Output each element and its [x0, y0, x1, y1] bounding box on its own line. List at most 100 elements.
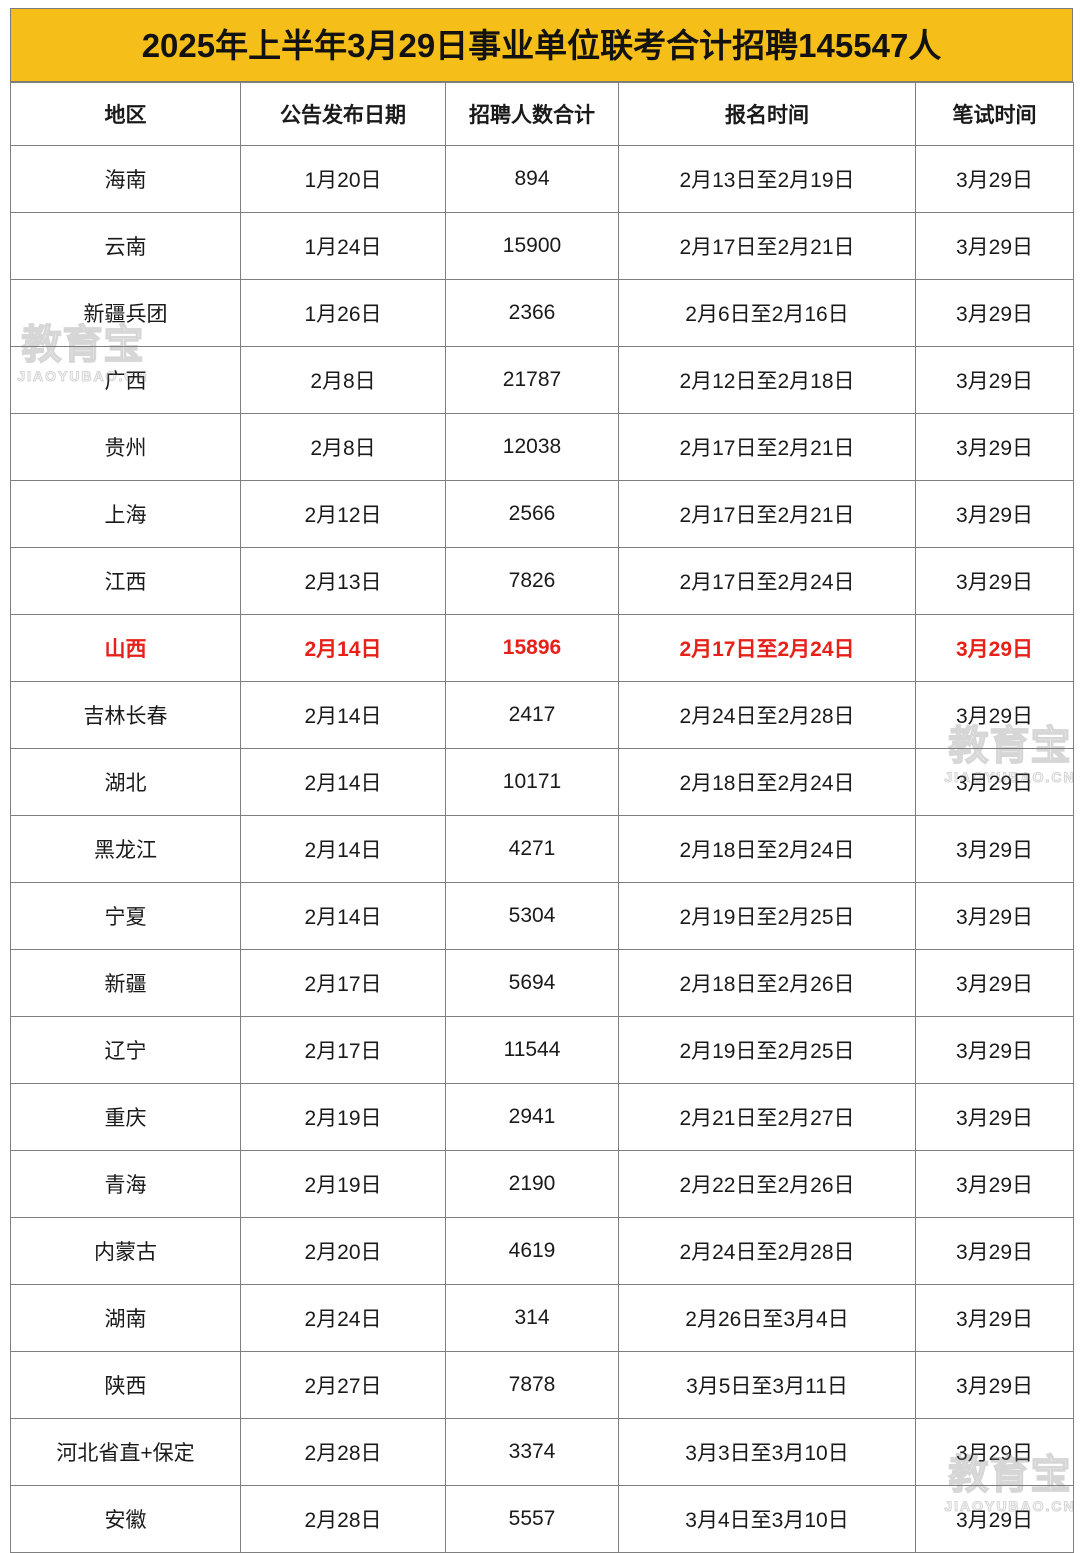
table-row: 吉林长春 2月14日 2417 2月24日至2月28日 3月29日 [10, 681, 1074, 749]
table-row: 新疆 2月17日 5694 2月18日至2月26日 3月29日 [10, 949, 1074, 1017]
cell-exam-date: 3月29日 [915, 949, 1074, 1017]
cell-signup-period: 2月12日至2月18日 [618, 346, 916, 414]
cell-region: 内蒙古 [10, 1217, 241, 1285]
cell-count: 4271 [445, 815, 619, 883]
cell-signup-period: 2月19日至2月25日 [618, 882, 916, 950]
cell-signup-period: 2月17日至2月21日 [618, 480, 916, 548]
page-title: 2025年上半年3月29日事业单位联考合计招聘145547人 [141, 26, 942, 64]
cell-region: 湖南 [10, 1284, 241, 1352]
cell-publish-date: 2月14日 [240, 815, 446, 883]
cell-signup-period: 2月19日至2月25日 [618, 1016, 916, 1084]
cell-exam-date: 3月29日 [915, 1150, 1074, 1218]
cell-signup-period: 3月3日至3月10日 [618, 1418, 916, 1486]
table-row: 广西 2月8日 21787 2月12日至2月18日 3月29日 [10, 346, 1074, 414]
table-row: 辽宁 2月17日 11544 2月19日至2月25日 3月29日 [10, 1016, 1074, 1084]
table-row: 上海 2月12日 2566 2月17日至2月21日 3月29日 [10, 480, 1074, 548]
table-row: 山西 2月14日 15896 2月17日至2月24日 3月29日 [10, 614, 1074, 682]
column-header-publish-date: 公告发布日期 [240, 82, 446, 146]
column-header-signup: 报名时间 [618, 82, 916, 146]
table-row: 青海 2月19日 2190 2月22日至2月26日 3月29日 [10, 1150, 1074, 1218]
cell-region: 云南 [10, 212, 241, 280]
cell-exam-date: 3月29日 [915, 681, 1074, 749]
cell-count: 5304 [445, 882, 619, 950]
cell-signup-period: 2月24日至2月28日 [618, 681, 916, 749]
cell-exam-date: 3月29日 [915, 815, 1074, 883]
cell-publish-date: 2月14日 [240, 614, 446, 682]
cell-publish-date: 2月8日 [240, 413, 446, 481]
cell-count: 21787 [445, 346, 619, 414]
cell-count: 2417 [445, 681, 619, 749]
cell-publish-date: 2月20日 [240, 1217, 446, 1285]
table-row: 河北省直+保定 2月28日 3374 3月3日至3月10日 3月29日 [10, 1418, 1074, 1486]
cell-count: 15900 [445, 212, 619, 280]
cell-exam-date: 3月29日 [915, 1284, 1074, 1352]
cell-publish-date: 2月13日 [240, 547, 446, 615]
table-row: 江西 2月13日 7826 2月17日至2月24日 3月29日 [10, 547, 1074, 615]
cell-publish-date: 1月26日 [240, 279, 446, 347]
table-row: 新疆兵团 1月26日 2366 2月6日至2月16日 3月29日 [10, 279, 1074, 347]
cell-region: 海南 [10, 145, 241, 213]
cell-publish-date: 1月20日 [240, 145, 446, 213]
cell-region: 湖北 [10, 748, 241, 816]
cell-region: 吉林长春 [10, 681, 241, 749]
cell-count: 11544 [445, 1016, 619, 1084]
cell-count: 2366 [445, 279, 619, 347]
cell-signup-period: 2月18日至2月24日 [618, 748, 916, 816]
cell-exam-date: 3月29日 [915, 413, 1074, 481]
cell-exam-date: 3月29日 [915, 145, 1074, 213]
cell-publish-date: 2月12日 [240, 480, 446, 548]
cell-exam-date: 3月29日 [915, 748, 1074, 816]
cell-exam-date: 3月29日 [915, 1485, 1074, 1553]
cell-region: 新疆兵团 [10, 279, 241, 347]
cell-signup-period: 2月18日至2月26日 [618, 949, 916, 1017]
cell-count: 7826 [445, 547, 619, 615]
cell-signup-period: 2月17日至2月24日 [618, 614, 916, 682]
cell-publish-date: 2月24日 [240, 1284, 446, 1352]
table-row: 海南 1月20日 894 2月13日至2月19日 3月29日 [10, 145, 1074, 213]
cell-publish-date: 2月14日 [240, 882, 446, 950]
table-title-banner: 2025年上半年3月29日事业单位联考合计招聘145547人 [10, 8, 1073, 82]
table-row: 云南 1月24日 15900 2月17日至2月21日 3月29日 [10, 212, 1074, 280]
cell-count: 2941 [445, 1083, 619, 1151]
table-row: 湖南 2月24日 314 2月26日至3月4日 3月29日 [10, 1284, 1074, 1352]
cell-region: 贵州 [10, 413, 241, 481]
cell-count: 314 [445, 1284, 619, 1352]
table-row: 陕西 2月27日 7878 3月5日至3月11日 3月29日 [10, 1351, 1074, 1419]
cell-publish-date: 2月19日 [240, 1083, 446, 1151]
cell-exam-date: 3月29日 [915, 1217, 1074, 1285]
cell-exam-date: 3月29日 [915, 1016, 1074, 1084]
table-row: 内蒙古 2月20日 4619 2月24日至2月28日 3月29日 [10, 1217, 1074, 1285]
cell-region: 江西 [10, 547, 241, 615]
table-header-row: 地区 公告发布日期 招聘人数合计 报名时间 笔试时间 [10, 82, 1074, 146]
cell-signup-period: 2月26日至3月4日 [618, 1284, 916, 1352]
cell-signup-period: 2月13日至2月19日 [618, 145, 916, 213]
recruitment-table: 地区 公告发布日期 招聘人数合计 报名时间 笔试时间 海南 1月20日 894 2月1… [10, 82, 1074, 1553]
cell-exam-date: 3月29日 [915, 547, 1074, 615]
cell-count: 4619 [445, 1217, 619, 1285]
cell-publish-date: 2月28日 [240, 1485, 446, 1553]
cell-exam-date: 3月29日 [915, 1083, 1074, 1151]
table-row: 宁夏 2月14日 5304 2月19日至2月25日 3月29日 [10, 882, 1074, 950]
cell-count: 5694 [445, 949, 619, 1017]
cell-exam-date: 3月29日 [915, 1418, 1074, 1486]
table-row: 黑龙江 2月14日 4271 2月18日至2月24日 3月29日 [10, 815, 1074, 883]
cell-publish-date: 2月17日 [240, 1016, 446, 1084]
cell-region: 山西 [10, 614, 241, 682]
cell-publish-date: 2月8日 [240, 346, 446, 414]
column-header-count: 招聘人数合计 [445, 82, 619, 146]
cell-signup-period: 2月18日至2月24日 [618, 815, 916, 883]
cell-region: 安徽 [10, 1485, 241, 1553]
table-row: 重庆 2月19日 2941 2月21日至2月27日 3月29日 [10, 1083, 1074, 1151]
cell-publish-date: 2月14日 [240, 748, 446, 816]
cell-count: 10171 [445, 748, 619, 816]
cell-count: 7878 [445, 1351, 619, 1419]
cell-count: 15896 [445, 614, 619, 682]
cell-signup-period: 2月17日至2月24日 [618, 547, 916, 615]
cell-count: 3374 [445, 1418, 619, 1486]
table-body: 海南 1月20日 894 2月13日至2月19日 3月29日 云南 1月24日 15900 2月… [10, 145, 1074, 1553]
cell-signup-period: 3月4日至3月10日 [618, 1485, 916, 1553]
cell-signup-period: 2月22日至2月26日 [618, 1150, 916, 1218]
cell-count: 12038 [445, 413, 619, 481]
cell-count: 5557 [445, 1485, 619, 1553]
